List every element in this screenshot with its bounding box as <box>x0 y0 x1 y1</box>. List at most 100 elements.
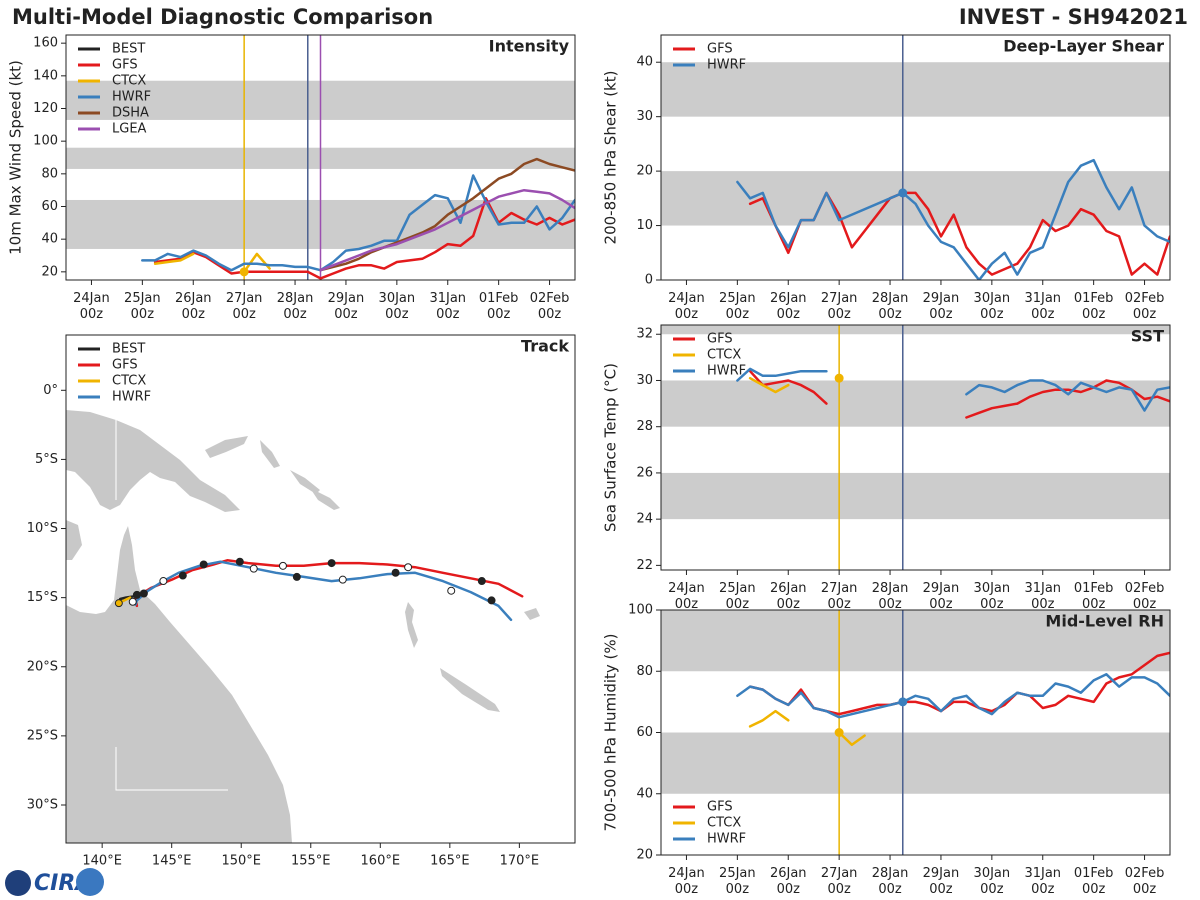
legend-label: CTCX <box>707 816 741 831</box>
border <box>115 414 228 791</box>
legend-label: HWRF <box>707 832 746 847</box>
x-tick-label-line: 00z <box>182 307 206 322</box>
x-tick-label-line: 00z <box>538 307 562 322</box>
y-tick-label: 160 <box>33 36 58 51</box>
legend-label: BEST <box>112 342 145 357</box>
plot-area <box>661 610 1170 855</box>
x-tick-label-line: 01Feb <box>479 291 519 306</box>
y-axis-label: 10m Max Wind Speed (kt) <box>7 60 25 255</box>
y-tick-label: 0° <box>43 383 58 398</box>
y-tick-label: 80 <box>636 664 653 679</box>
x-tick-label-line: 25Jan <box>719 291 756 306</box>
x-tick-label-line: 00z <box>385 307 409 322</box>
x-tick-label-line: 00z <box>283 307 307 322</box>
logo-badge <box>76 868 104 896</box>
y-tick-label: 100 <box>33 134 58 149</box>
land <box>205 436 248 458</box>
y-tick-label: 40 <box>636 786 653 801</box>
y-tick-label: 20°S <box>27 659 58 674</box>
y-tick-label: 80 <box>41 166 58 181</box>
legend-label: GFS <box>112 358 138 373</box>
band <box>661 380 1170 427</box>
x-tick-label-line: 00z <box>1031 882 1055 897</box>
band <box>661 171 1170 226</box>
x-tick-label: 24Jan 00z <box>73 291 110 322</box>
x-tick-label: 26Jan 00z <box>770 581 807 612</box>
page-title: Multi-Model Diagnostic Comparison <box>12 5 433 29</box>
x-tick-label-line: 25Jan <box>124 291 161 306</box>
legend-label: GFS <box>707 332 733 347</box>
y-tick-label: 120 <box>33 101 58 116</box>
y-tick-label: 100 <box>628 603 653 618</box>
x-tick-label-line: 00z <box>675 882 699 897</box>
x-tick-label-line: 26Jan <box>175 291 212 306</box>
x-tick-label: 165°E <box>430 854 470 869</box>
x-tick-label-line: 27Jan <box>821 291 858 306</box>
panel-title: Track <box>521 337 569 356</box>
legend-label: CTCX <box>112 74 146 89</box>
x-tick-label-line: 28Jan <box>277 291 314 306</box>
x-tick-label: 140°E <box>82 854 122 869</box>
land <box>290 470 340 510</box>
x-tick-label: 26Jan 00z <box>175 291 212 322</box>
land <box>405 602 418 648</box>
x-tick-label-line: 29Jan <box>328 291 365 306</box>
marker <box>199 560 208 569</box>
x-tick-label: 27Jan 00z <box>821 866 858 897</box>
plot-frame <box>65 34 576 281</box>
land <box>440 668 500 712</box>
x-tick-label-line: 26Jan <box>770 866 807 881</box>
x-tick-label-line: 00z <box>929 882 953 897</box>
x-tick-label: 26Jan 00z <box>770 291 807 322</box>
series-line <box>141 174 575 272</box>
legend-label: GFS <box>707 42 733 57</box>
x-tick-label: 01Feb 00z <box>1074 581 1114 612</box>
y-axis-label: 700-500 hPa Humidity (%) <box>602 633 620 831</box>
x-tick-label-line: 26Jan <box>770 581 807 596</box>
legend-label: HWRF <box>707 58 746 73</box>
x-tick-label-line: 00z <box>726 882 750 897</box>
legend-label: CTCX <box>707 348 741 363</box>
x-tick-label: 155°E <box>291 854 331 869</box>
x-tick-label-line: 00z <box>1082 307 1106 322</box>
x-tick-label-line: 29Jan <box>923 866 960 881</box>
marker <box>477 577 486 586</box>
x-tick-label-line: 30Jan <box>974 581 1011 596</box>
x-tick-label-line: 28Jan <box>872 581 909 596</box>
x-tick-label: 31Jan 00z <box>1024 291 1061 322</box>
x-tick-label: 28Jan 00z <box>277 291 314 322</box>
x-tick-label-line: 00z <box>777 597 801 612</box>
legend-label: HWRF <box>112 390 151 405</box>
x-tick-label-line: 00z <box>1082 597 1106 612</box>
x-tick-label: 01Feb 00z <box>1074 866 1114 897</box>
x-tick-label: 24Jan 00z <box>668 581 705 612</box>
plot-area <box>661 325 1170 570</box>
x-tick-label: 30Jan 00z <box>974 291 1011 322</box>
marker <box>834 373 844 383</box>
legend-label: GFS <box>112 58 138 73</box>
panel-title: SST <box>1131 327 1164 346</box>
y-tick-label: 60 <box>636 725 653 740</box>
band <box>661 325 1170 335</box>
y-tick-label: 40 <box>41 232 58 247</box>
legend-label: HWRF <box>112 90 151 105</box>
x-tick-label-line: 00z <box>878 882 902 897</box>
band <box>661 472 1170 520</box>
land <box>66 520 82 560</box>
logo-globe <box>5 870 31 896</box>
y-tick-label: 30°S <box>27 797 58 812</box>
x-tick-label-line: 01Feb <box>1074 581 1114 596</box>
x-tick-label: 31Jan 00z <box>429 291 466 322</box>
series-line <box>748 709 866 747</box>
y-axis-label: 200-850 hPa Shear (kt) <box>602 71 620 245</box>
x-tick-label-line: 00z <box>334 307 358 322</box>
x-tick-label-line: 25Jan <box>719 581 756 596</box>
x-tick-label-line: 30Jan <box>379 291 416 306</box>
x-tick-label-line: 00z <box>726 307 750 322</box>
plot-area <box>661 35 1170 280</box>
series-line <box>736 158 1170 280</box>
x-tick-label: 24Jan 00z <box>668 866 705 897</box>
logo: CIRA <box>5 868 104 896</box>
marker <box>898 188 908 198</box>
y-tick-label: 30 <box>636 109 653 124</box>
